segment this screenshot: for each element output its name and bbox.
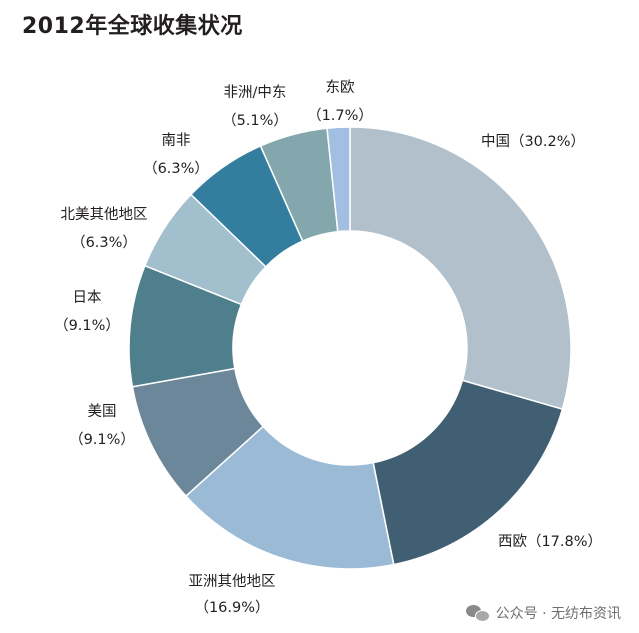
slice-label-2-value: （16.9%） [194,599,269,616]
chart-title: 2012年全球收集状况 [22,14,243,39]
slice-label-5-value: （6.3%） [71,234,137,251]
wechat-icon [465,604,490,622]
slice-label-3-value: （9.1%） [69,431,135,448]
slice-label-4-value: （9.1%） [54,317,120,334]
chart-slices [128,126,572,570]
slice-label-7-name: 非洲/中东 [224,84,287,101]
slice-label-8-name: 东欧 [326,79,355,96]
watermark: 公众号 · 无纺布资讯 [465,603,621,623]
slice-1 [372,379,564,566]
slice-label-3-name: 美国 [88,403,117,420]
watermark-text: 公众号 · 无纺布资讯 [495,606,621,622]
slice-label-1: 西欧（17.8%） [498,533,602,550]
chart-labels: 中国（30.2%） 西欧（17.8%） 亚洲其他地区 （16.9%） 美国 （9.1%） 日… [54,79,602,616]
slice-label-7-value: （5.1%） [222,112,288,129]
slice-label-2-name: 亚洲其他地区 [189,573,276,590]
slice-0 [349,126,572,411]
slice-label-4-name: 日本 [73,289,102,306]
slice-8 [326,126,351,233]
slice-label-6-value: （6.3%） [143,160,209,177]
slice-2 [184,425,395,570]
slice-label-8-value: （1.7%） [307,107,373,124]
slice-label-0: 中国（30.2%） [481,133,585,150]
slice-label-6-name: 南非 [162,132,191,149]
slice-label-5-name: 北美其他地区 [61,206,148,223]
